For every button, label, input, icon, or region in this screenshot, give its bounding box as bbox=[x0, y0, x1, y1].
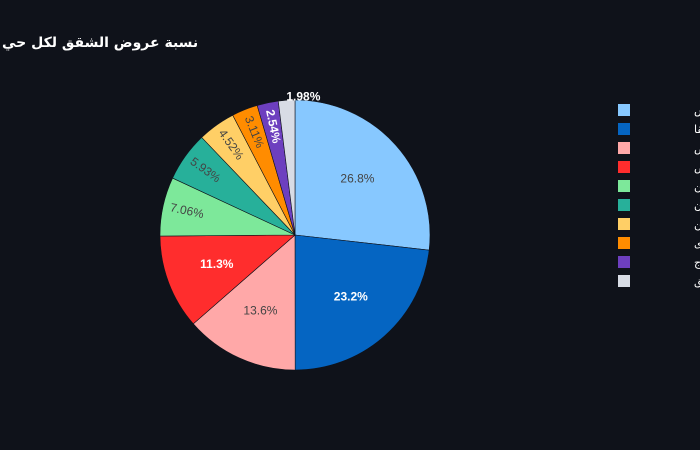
legend-swatch-6 bbox=[618, 199, 630, 211]
legend-swatch-1 bbox=[618, 104, 630, 116]
legend-item-3[interactable]: حي العارض bbox=[618, 142, 700, 155]
legend-item-9[interactable]: حي المروج bbox=[618, 256, 700, 269]
legend-swatch-2 bbox=[618, 123, 630, 135]
legend: حي النرجس حي الملقا حي العارض الرياض حي اليا… bbox=[618, 104, 700, 289]
legend-label-8: حي الندى bbox=[694, 237, 700, 250]
legend-label-5: حي الياسمين bbox=[694, 180, 700, 193]
legend-label-9: حي المروج bbox=[694, 256, 700, 269]
legend-item-5[interactable]: حي الياسمين bbox=[618, 180, 700, 193]
slice-label-10: 1.98% bbox=[286, 89, 320, 103]
legend-label-2: حي الملقا bbox=[694, 123, 700, 136]
chart-title: نسبة عروض الشقق لكل حي bbox=[2, 35, 199, 51]
legend-label-4: الرياض bbox=[694, 161, 700, 174]
legend-swatch-7 bbox=[618, 218, 630, 230]
legend-label-10: حي العقيق bbox=[694, 275, 700, 289]
legend-label-1: حي النرجس bbox=[694, 104, 700, 117]
legend-swatch-8 bbox=[618, 237, 630, 249]
legend-item-1[interactable]: حي النرجس bbox=[618, 104, 700, 117]
legend-swatch-3 bbox=[618, 142, 630, 154]
slice-label-2: 23.2% bbox=[334, 290, 368, 304]
legend-label-3: حي العارض bbox=[694, 142, 700, 155]
pie-slice-10[interactable] bbox=[277, 99, 296, 236]
legend-swatch-5 bbox=[618, 180, 630, 192]
legend-item-6[interactable]: حي القيروان bbox=[618, 199, 700, 212]
legend-item-7[interactable]: حي حطين bbox=[618, 218, 700, 231]
slice-label-1: 26.8% bbox=[340, 171, 374, 185]
pie-slice-1[interactable] bbox=[294, 99, 431, 251]
slice-label-4: 11.3% bbox=[200, 257, 234, 271]
legend-item-8[interactable]: حي الندى bbox=[618, 237, 700, 250]
legend-label-7: حي حطين bbox=[694, 218, 700, 231]
pie-slice-2[interactable] bbox=[294, 234, 430, 371]
legend-item-10[interactable]: حي العقيق bbox=[618, 275, 700, 289]
slice-label-3: 13.6% bbox=[243, 303, 277, 317]
legend-item-2[interactable]: حي الملقا bbox=[618, 123, 700, 136]
pie-slice-3[interactable] bbox=[192, 234, 296, 371]
legend-swatch-9 bbox=[618, 256, 630, 268]
pie-slice-4[interactable] bbox=[159, 234, 296, 325]
legend-item-4[interactable]: الرياض bbox=[618, 161, 700, 174]
slice-label-9: 2.54% bbox=[263, 108, 284, 144]
legend-swatch-10 bbox=[618, 275, 630, 287]
legend-label-6: حي القيروان bbox=[694, 199, 700, 212]
legend-swatch-4 bbox=[618, 161, 630, 173]
slices-layer bbox=[159, 99, 431, 371]
